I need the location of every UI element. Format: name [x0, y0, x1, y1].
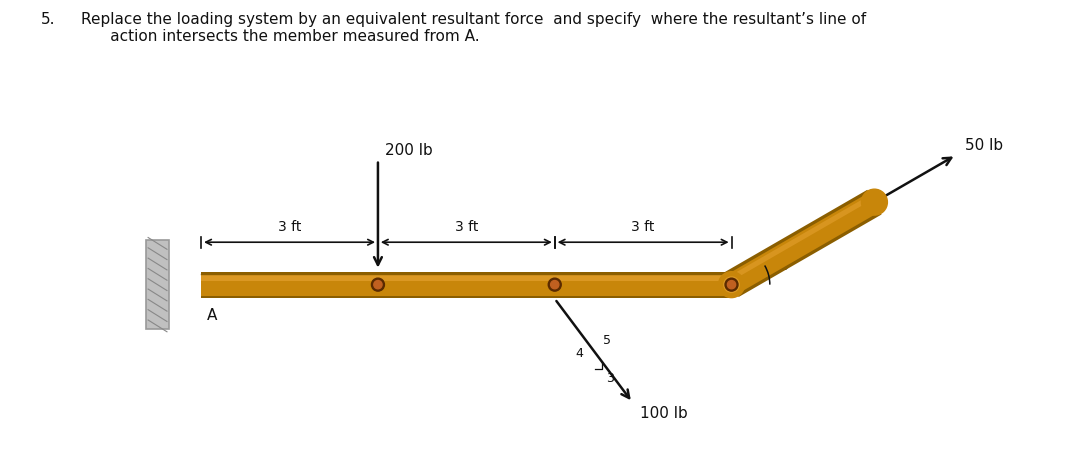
Circle shape [549, 278, 562, 291]
Circle shape [724, 278, 740, 293]
Circle shape [728, 281, 735, 289]
Circle shape [862, 190, 888, 216]
Text: 3: 3 [606, 371, 615, 384]
Polygon shape [201, 272, 731, 298]
Polygon shape [725, 190, 881, 298]
Circle shape [374, 281, 382, 289]
Polygon shape [201, 274, 731, 296]
Polygon shape [727, 196, 873, 282]
Text: 3 ft: 3 ft [632, 220, 654, 234]
Text: 5.: 5. [41, 12, 55, 27]
Text: 4: 4 [576, 346, 583, 359]
Polygon shape [147, 241, 168, 329]
Text: Replace the loading system by an equivalent resultant force  and specify  where : Replace the loading system by an equival… [81, 12, 866, 44]
Text: 100 lb: 100 lb [639, 406, 687, 421]
Text: 3 ft: 3 ft [455, 220, 478, 234]
Text: 30°: 30° [773, 259, 797, 272]
Text: 3 ft: 3 ft [278, 220, 301, 234]
Circle shape [372, 278, 384, 291]
Text: A: A [207, 307, 217, 322]
Circle shape [551, 281, 558, 289]
Circle shape [718, 272, 744, 298]
Text: 50 lb: 50 lb [964, 138, 1003, 153]
Polygon shape [726, 193, 880, 295]
Polygon shape [201, 275, 731, 282]
Text: 5: 5 [604, 333, 611, 346]
Text: 200 lb: 200 lb [384, 142, 433, 158]
Circle shape [725, 278, 738, 291]
